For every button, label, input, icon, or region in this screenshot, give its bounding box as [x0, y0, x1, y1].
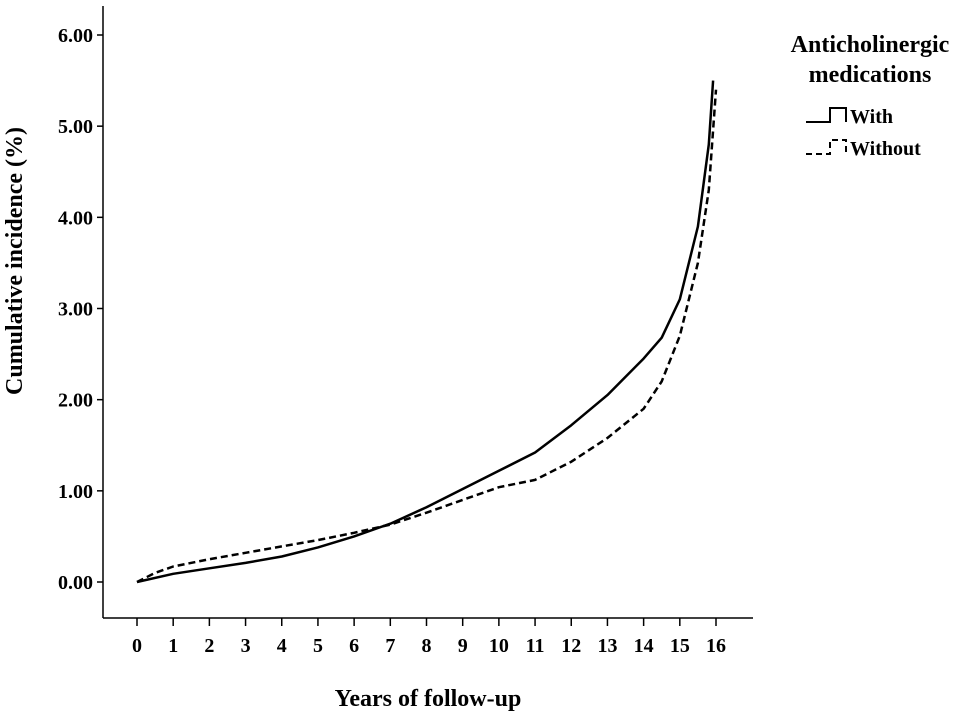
legend-entry-with: With — [850, 106, 893, 128]
x-tick-label: 4 — [277, 635, 287, 657]
plot-frame — [102, 6, 753, 619]
x-tick-label: 9 — [458, 635, 468, 657]
legend-entry-without: Without — [850, 138, 921, 160]
x-tick-label: 0 — [132, 635, 142, 657]
x-tick-label: 3 — [241, 635, 251, 657]
x-tick-label: 6 — [349, 635, 359, 657]
y-tick-label: 1.00 — [58, 481, 93, 503]
y-axis: 0.00 1.00 2.00 3.00 4.00 5.00 6.00 — [58, 25, 103, 594]
x-tick-label: 13 — [597, 635, 617, 657]
x-tick-label: 8 — [422, 635, 432, 657]
x-tick-label: 12 — [561, 635, 581, 657]
y-tick-label: 4.00 — [58, 207, 93, 229]
x-tick-label: 2 — [204, 635, 214, 657]
x-tick-label: 16 — [706, 635, 726, 657]
legend: Anticholinergic medications With Without — [791, 32, 950, 160]
x-tick-label: 5 — [313, 635, 323, 657]
y-axis-title: Cumulative incidence (%) — [2, 127, 28, 395]
y-tick-label: 6.00 — [58, 25, 93, 47]
x-axis: 0 1 2 3 4 5 6 7 8 9 10 11 12 13 14 15 16 — [132, 618, 726, 657]
y-tick-label: 2.00 — [58, 390, 93, 412]
series-line-without — [136, 89, 718, 584]
x-tick-label: 15 — [670, 635, 690, 657]
y-tick-label: 0.00 — [58, 572, 93, 594]
series-line-with — [136, 80, 715, 584]
legend-title-line-1: Anticholinergic — [791, 32, 950, 58]
y-tick-label: 5.00 — [58, 116, 93, 138]
series-layer — [136, 80, 718, 584]
x-tick-label: 7 — [385, 635, 395, 657]
legend-swatch-without — [806, 139, 847, 155]
legend-title-line-2: medications — [809, 62, 932, 88]
legend-swatch-with — [806, 107, 847, 123]
x-tick-label: 14 — [634, 635, 654, 657]
x-tick-label: 10 — [489, 635, 509, 657]
x-tick-label: 11 — [526, 635, 545, 657]
y-tick-label: 3.00 — [58, 299, 93, 321]
x-axis-title: Years of follow-up — [335, 686, 522, 712]
x-tick-label: 1 — [168, 635, 178, 657]
